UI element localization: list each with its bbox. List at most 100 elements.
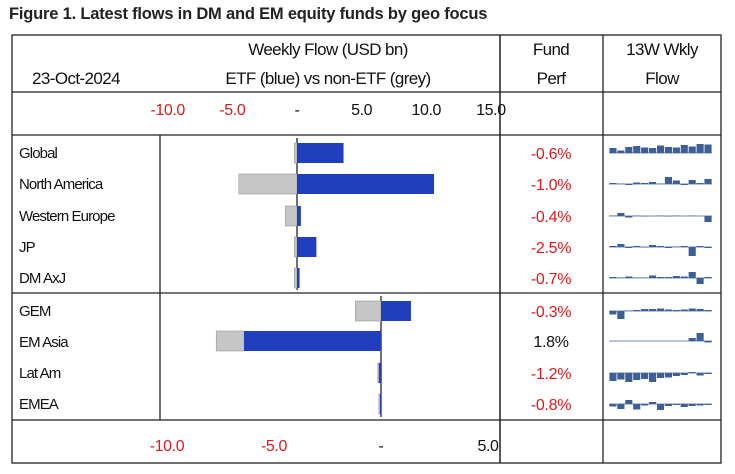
header-fund: Fund (533, 40, 569, 59)
fund-perf-north-america: -1.0% (531, 177, 571, 194)
sparkline-bar-global-12 (704, 144, 712, 153)
sparkline-bar-global-4 (641, 147, 649, 153)
sparkline-bar-jp-11 (696, 246, 704, 247)
x-tick-label-bottom-1: -5.0 (261, 438, 287, 455)
header-date: 23-Oct-2024 (32, 69, 120, 88)
bar-etf-gem (381, 301, 411, 321)
sparkline-bar-gem-11 (696, 309, 704, 311)
header-flow-title: Weekly Flow (USD bn) (248, 40, 408, 59)
fund-perf-em-asia: 1.8% (533, 334, 568, 351)
bar-etf-north-america (297, 174, 435, 194)
sparkline-bar-jp-12 (704, 247, 712, 248)
bar-non-etf-dm-axj (294, 267, 298, 289)
sparkline-bar-dm-axj-2 (625, 276, 633, 278)
sparkline-bar-emea-5 (649, 402, 657, 404)
bar-non-etf-jp (294, 236, 298, 258)
sparkline-bar-gem-0 (609, 311, 617, 315)
row-label-emea: EMEA (19, 396, 59, 413)
x-tick-label-bottom-3: 5.0 (477, 438, 499, 455)
table-grid (11, 34, 722, 464)
sparkline-bar-jp-7 (664, 247, 672, 248)
sparkline-bar-global-0 (609, 148, 617, 153)
sparkline-bar-global-11 (696, 144, 704, 153)
fund-perf-global: -0.6% (531, 146, 571, 163)
sparkline-bar-global-10 (688, 146, 696, 153)
row-label-jp: JP (19, 239, 36, 256)
sparkline-bar-dm-axj-8 (672, 276, 680, 278)
sparkline-bar-western-europe-7 (664, 216, 672, 217)
figure-title: Figure 1. Latest flows in DM and EM equi… (9, 5, 488, 23)
bar-non-etf-global (294, 142, 298, 164)
sparkline-bar-gem-6 (656, 308, 665, 311)
sparkline-bar-lat-am-4 (641, 373, 649, 379)
sparkline-bar-north-america-12 (704, 179, 712, 184)
bar-non-etf-north-america (238, 173, 298, 195)
sparkline-bar-north-america-5 (649, 182, 657, 184)
bar-etf-dm-axj (297, 268, 300, 288)
sparkline-bar-jp-3 (633, 246, 641, 247)
bar-etf-western-europe (297, 206, 301, 226)
bar-etf-global (297, 143, 344, 163)
fund-perf-western-europe: -0.4% (531, 209, 571, 226)
x-tick-label-top-0: -10.0 (150, 102, 185, 119)
sparkline-bar-emea-4 (641, 404, 649, 406)
row-label-em-asia: EM Asia (19, 334, 69, 351)
sparkline-bar-emea-9 (680, 404, 688, 407)
sparkline-bar-lat-am-2 (625, 373, 633, 382)
fund-perf-dm-axj: -0.7% (531, 271, 571, 288)
sparkline-bar-lat-am-8 (672, 373, 680, 376)
sparkline-bar-gem-8 (672, 310, 680, 311)
sparkline-bar-western-europe-0 (609, 215, 617, 216)
sparkline-bar-western-europe-2 (625, 216, 633, 218)
sparkline-bar-jp-0 (609, 246, 617, 247)
sparkline-bar-dm-axj-1 (617, 277, 625, 278)
sparkline-bar-emea-6 (656, 404, 665, 410)
sparkline-bar-gem-2 (625, 310, 633, 311)
sparkline-bar-lat-am-3 (633, 373, 641, 380)
bar-etf-lat-am (378, 363, 381, 383)
sparkline-bar-gem-4 (641, 309, 649, 311)
sparkline-bar-jp-8 (672, 246, 680, 247)
x-tick-label-bottom-0: -10.0 (150, 438, 185, 455)
sparkline-bar-emea-3 (633, 404, 641, 410)
sparkline-bar-em-asia-11 (696, 333, 704, 341)
bar-non-etf-gem (355, 300, 382, 322)
sparkline-bar-western-europe-6 (656, 215, 665, 216)
row-label-western-europe: Western Europe (19, 208, 115, 225)
sparkline-bar-emea-1 (617, 404, 625, 409)
sparkline-bar-dm-axj-4 (641, 277, 649, 278)
sparkline-bar-north-america-10 (688, 180, 696, 184)
sparkline-bar-global-2 (625, 147, 633, 153)
sparkline-bar-dm-axj-0 (609, 277, 617, 278)
sparkline-bar-north-america-8 (672, 180, 680, 184)
bar-non-etf-em-asia (215, 330, 245, 352)
bar-etf-jp (297, 237, 317, 257)
table-outer-border (11, 34, 722, 464)
sparkline-bar-dm-axj-10 (688, 272, 696, 278)
sparkline-bar-emea-0 (609, 404, 617, 407)
sparkline-bar-lat-am-6 (656, 373, 665, 378)
sparkline-bar-emea-8 (672, 404, 680, 405)
fund-perf-lat-am: -1.2% (531, 366, 571, 383)
sparkline-bar-dm-axj-7 (664, 277, 672, 278)
chart-marks: -10.0 -5.0-5.0 10.0 15.0-0.6%-1.0%-0.4%-2.5… (150, 102, 712, 455)
sparkline-bar-lat-am-11 (696, 373, 704, 376)
sparkline-bar-western-europe-3 (633, 215, 641, 216)
sparkline-bar-em-asia-10 (688, 338, 696, 341)
x-tick-label-bottom-2: - (379, 438, 384, 455)
sparkline-bar-western-europe-10 (688, 215, 696, 216)
row-label-global: Global (19, 145, 58, 162)
sparkline-bar-lat-am-7 (664, 373, 672, 378)
sparkline-bar-jp-4 (641, 247, 649, 248)
sparkline-bar-north-america-11 (696, 183, 704, 184)
sparkline-bar-jp-1 (617, 244, 625, 247)
sparkline-bar-jp-2 (625, 247, 633, 248)
x-tick-label-top-4: 10.0 (412, 102, 442, 119)
sparkline-bar-dm-axj-12 (704, 277, 712, 278)
header-13w-wkly: 13W Wkly (626, 40, 699, 59)
sparkline-bar-north-america-7 (664, 177, 672, 184)
sparkline-bar-global-7 (664, 147, 672, 153)
sparkline-bar-north-america-2 (625, 184, 633, 185)
sparkline-bar-em-asia-12 (704, 341, 712, 343)
